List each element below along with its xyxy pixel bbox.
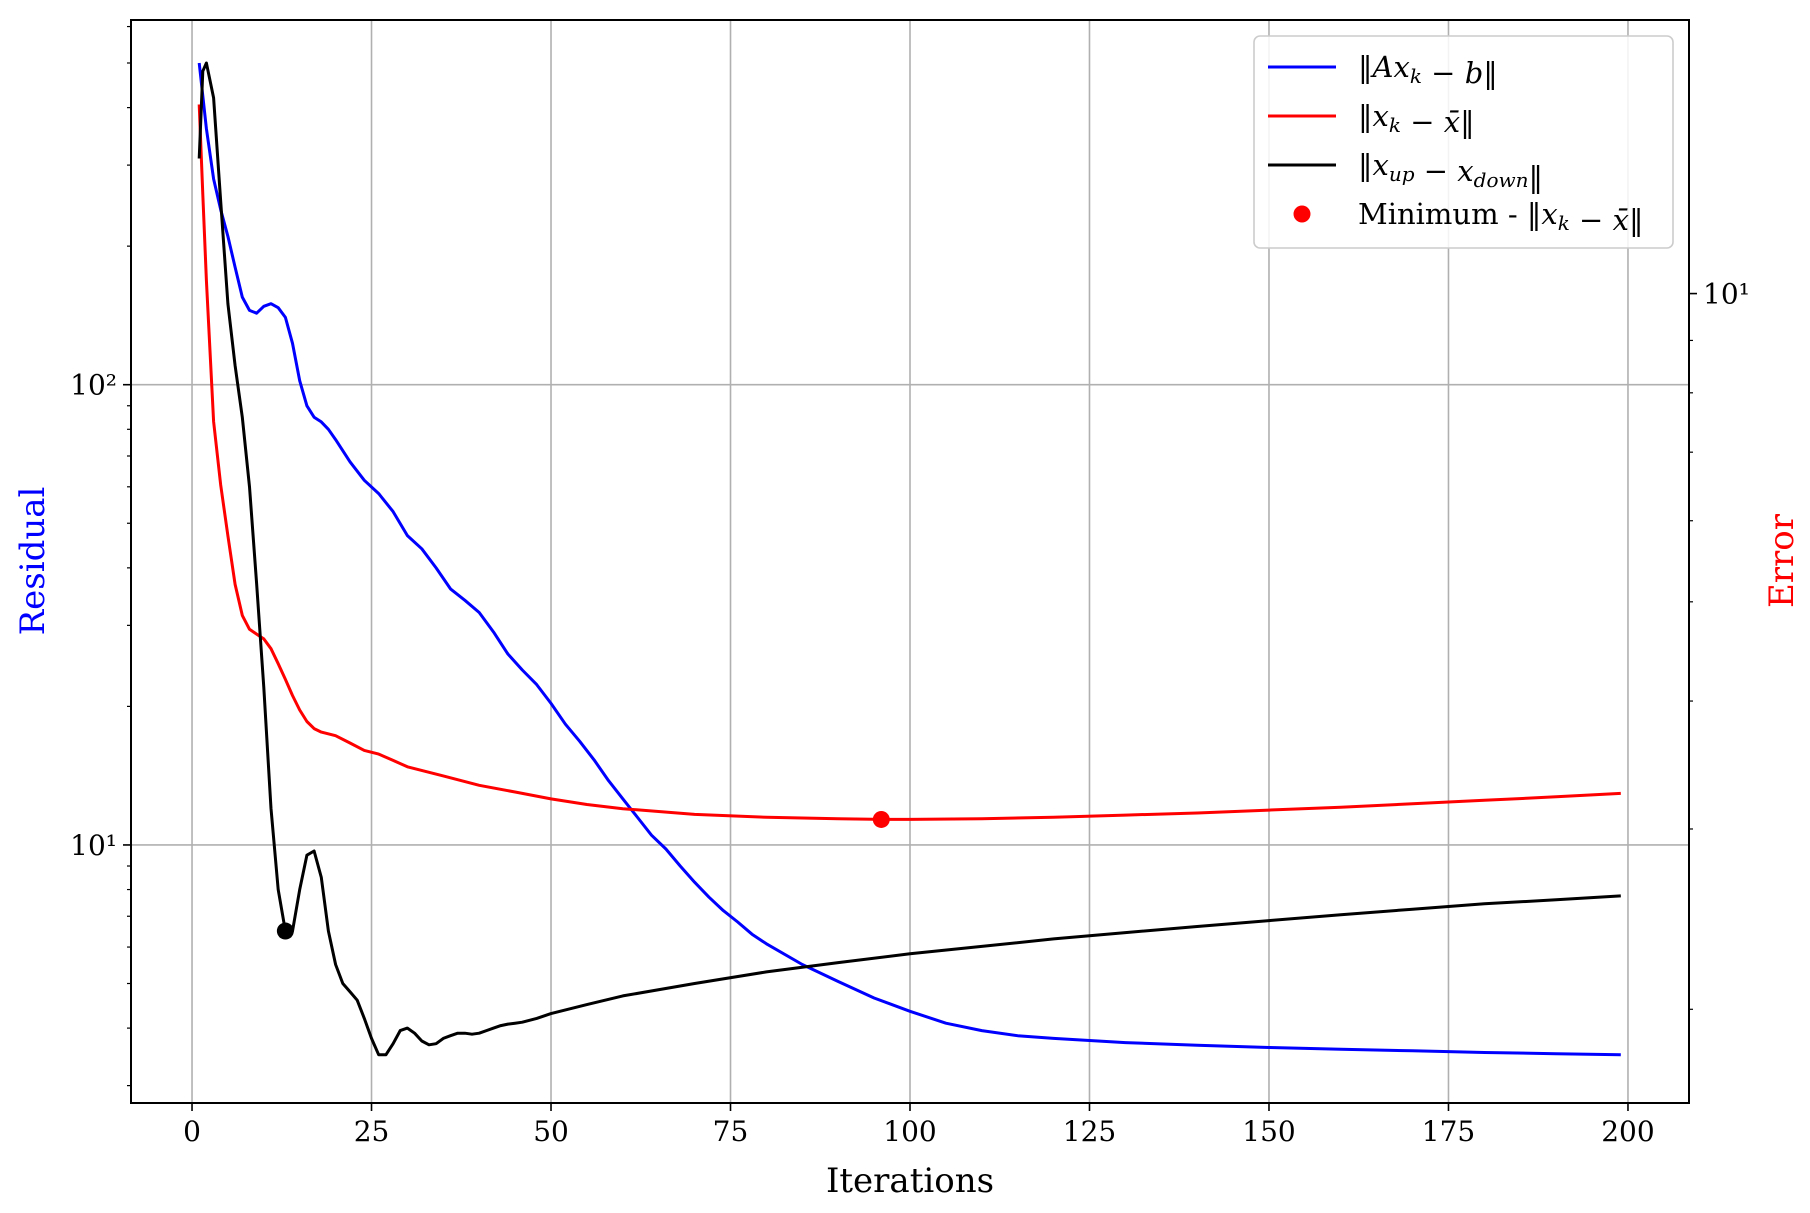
x-tick-label: 75 <box>713 1115 749 1148</box>
error-line <box>197 104 1621 821</box>
axes: 0 25 50 75 100 125 150 175 200 10¹ 10² 10¹ <box>70 25 1750 1148</box>
left-tick-label: 10¹ <box>70 829 117 862</box>
x-tick-label: 150 <box>1242 1115 1295 1148</box>
x-tick-label: 25 <box>354 1115 390 1148</box>
legend-label: ‖xk − x̄‖ <box>1358 99 1475 139</box>
x-tick-label: 125 <box>1063 1115 1116 1148</box>
updown-line <box>197 61 1621 1057</box>
legend-marker <box>1293 205 1311 223</box>
legend-label: ‖xup − xdown‖ <box>1358 148 1543 194</box>
residual-line <box>197 62 1621 1057</box>
updown-marker <box>276 922 294 940</box>
right-axis-title: Error <box>1762 513 1802 608</box>
left-tick-label: 10² <box>70 369 117 402</box>
legend: ‖Axk − b‖ ‖xk − x̄‖ ‖xup − xdown‖Minimum -… <box>1253 35 1674 249</box>
legend-label: Minimum - ‖xk − x̄‖ <box>1358 197 1643 237</box>
right-tick-label: 10¹ <box>1703 278 1750 311</box>
x-tick-label: 200 <box>1601 1115 1654 1148</box>
x-axis-title: Iterations <box>826 1161 994 1201</box>
x-tick-label: 175 <box>1422 1115 1475 1148</box>
plot-area <box>197 61 1621 1057</box>
x-tick-label: 0 <box>183 1115 201 1148</box>
legend-label: ‖Axk − b‖ <box>1358 50 1498 90</box>
left-axis-title: Residual <box>13 487 53 636</box>
x-tick-label: 100 <box>883 1115 936 1148</box>
x-tick-label: 50 <box>533 1115 569 1148</box>
minimum-error-marker <box>872 810 890 828</box>
legend-box <box>1253 35 1674 249</box>
